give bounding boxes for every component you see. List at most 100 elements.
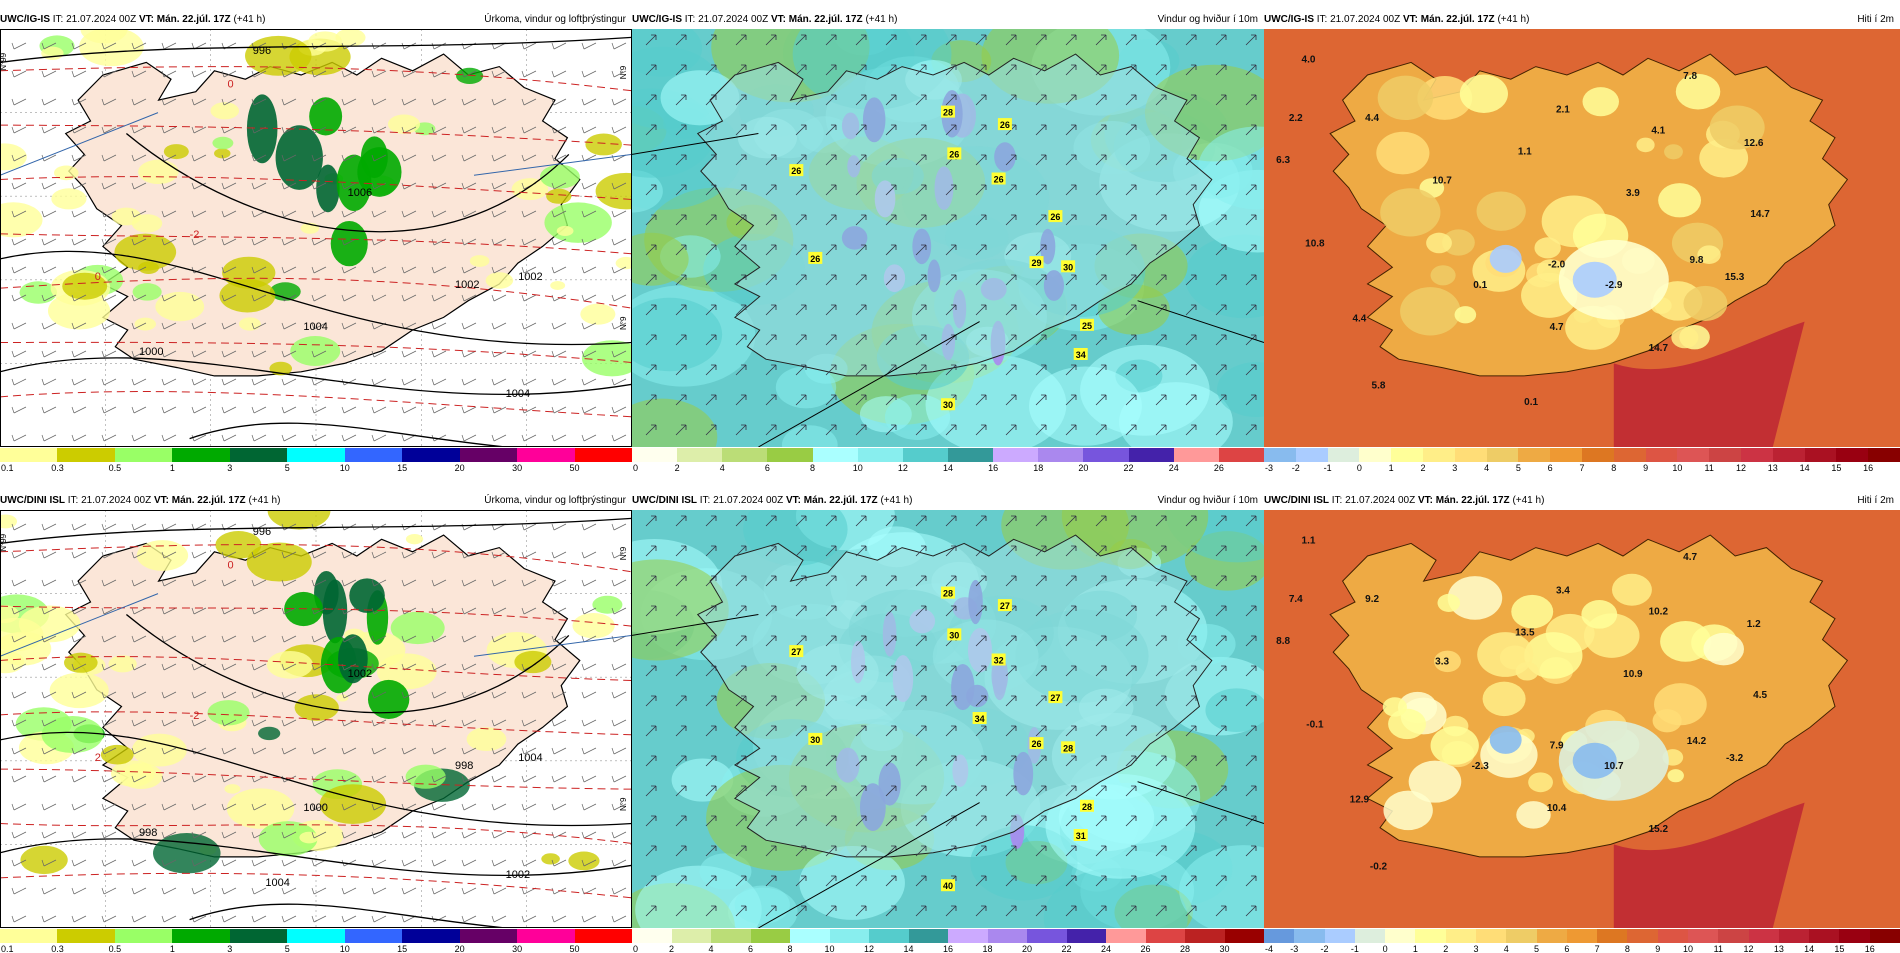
gust-value: 28 (943, 108, 953, 118)
gust-value: 32 (994, 656, 1004, 666)
model-name: UWC/IG-IS (632, 14, 682, 25)
isobar-line (189, 903, 506, 928)
color-scale-swatch (1083, 448, 1129, 462)
gust-label: 30 (941, 398, 955, 411)
color-scale-tick: -1 (1323, 463, 1332, 472)
gust-value: 29 (1031, 258, 1041, 268)
isobar-line (0, 36, 632, 64)
temperature-value: 12.9 (1350, 795, 1370, 806)
color-scale-tick: -2 (1320, 944, 1329, 953)
color-scale-swatch (1597, 929, 1628, 943)
color-scale-swatch (1518, 448, 1551, 462)
color-scale-tick: 10 (824, 944, 835, 953)
temperature-isolines (0, 544, 632, 899)
color-scale-tick: 30 (512, 944, 523, 953)
gust-label: 26 (1048, 210, 1063, 223)
gust-value: 26 (1050, 212, 1060, 222)
color-scale-swatch (1778, 929, 1810, 943)
temperature-value: 4.0 (1302, 54, 1316, 65)
init-time-label: IT: (684, 14, 696, 25)
temperature-isoline-label: -2 (190, 710, 200, 722)
color-scale-swatch (908, 929, 948, 943)
forecast-map: 996 998 998 1000 1002 1004 1002 1004 0 -2 2 N°9 N°9 N… (0, 510, 632, 928)
gust-label: 26 (997, 118, 1012, 131)
color-scale-swatch (1385, 929, 1416, 943)
temperature-value: 10.2 (1649, 607, 1669, 618)
forecast-map: 26 28 26 26 26 26 26 29 30 25 34 30 (632, 29, 1264, 447)
color-scale-tick: 7 (1579, 463, 1585, 472)
init-time-label: IT: (699, 495, 711, 506)
temperature-value: 7.4 (1289, 594, 1303, 605)
color-scale-tick: 4 (708, 944, 714, 953)
isobar-label: 996 (253, 45, 271, 57)
panel-header: UWC/IG-IS IT: 21.07.2024 00Z VT: Mán. 22… (1264, 12, 1900, 28)
temperature-value: -2.9 (1605, 280, 1623, 291)
color-scale-swatch (1550, 448, 1582, 462)
temperature-value: 12.6 (1744, 138, 1764, 149)
temperature-value: -2.3 (1472, 761, 1490, 772)
gust-label: 30 (808, 732, 823, 745)
temperature-value: 2.2 (1289, 113, 1303, 124)
color-scale-swatch (632, 448, 678, 462)
color-scale-swatch (1613, 448, 1646, 462)
color-scale-tick: 18 (1033, 463, 1044, 472)
color-scale-tick: -4 (1265, 944, 1274, 953)
color-scale-tick: 20 (454, 463, 465, 472)
gust-value: 26 (1031, 739, 1041, 749)
color-scale-tick: 1 (169, 944, 175, 953)
init-time: 21.07.2024 00Z (698, 14, 769, 25)
color-scale-swatch (1740, 448, 1773, 462)
color-scale-tick: 2 (1443, 944, 1449, 953)
region-boundaries (632, 614, 1264, 928)
color-scale-swatch (1566, 929, 1598, 943)
color-scale-tick: 4 (1503, 944, 1509, 953)
color-scale-tick: 16 (1863, 463, 1874, 472)
temperature-value: 8.8 (1276, 636, 1290, 647)
gust-label: 28 (941, 105, 955, 118)
region-boundaries (632, 133, 1264, 447)
gust-value: 30 (1063, 262, 1073, 272)
color-scale-tick: 8 (1611, 463, 1617, 472)
gust-value: 30 (810, 735, 820, 745)
model-name: UWC/IG-IS (0, 14, 50, 25)
color-scale-swatch (287, 448, 345, 462)
temperature-value: 10.8 (1305, 238, 1325, 249)
color-scale-tick: 1 (1388, 463, 1394, 472)
gust-label: 26 (1029, 737, 1044, 750)
color-scale-tick: 16 (988, 463, 999, 472)
color-scale-swatch (677, 448, 723, 462)
color-scale-swatch (1324, 929, 1355, 943)
color-scale-swatch (1294, 929, 1325, 943)
temperature-value: 7.8 (1683, 71, 1697, 82)
valid-time: Mán. 22.júl. 17Z (788, 14, 863, 25)
panel-title: Hiti í 2m (1857, 14, 1894, 25)
init-time: 21.07.2024 00Z (713, 495, 784, 506)
color-scale-tick: 10 (339, 944, 350, 953)
color-scale-swatch (459, 448, 518, 462)
color-scale-swatch (1128, 448, 1174, 462)
gust-value: 34 (1076, 350, 1086, 360)
temperature-value: 4.4 (1365, 113, 1379, 124)
color-scale-swatch (517, 929, 575, 943)
latitude-label: N°9 (619, 65, 628, 79)
temperature-isoline-label: -2 (190, 229, 200, 241)
panel-header: UWC/DINI ISL IT: 21.07.2024 00Z VT: Mán.… (1264, 493, 1900, 509)
color-scale-swatch (0, 929, 58, 943)
color-scale-swatch (1475, 929, 1507, 943)
color-scale-tick: 16 (942, 944, 954, 953)
forecast-panel-wind: UWC/IG-IS IT: 21.07.2024 00Z VT: Mán. 22… (632, 12, 1264, 472)
color-scale-tick: 28 (1179, 944, 1191, 953)
color-scale-tick: -1 (1350, 944, 1359, 953)
color-scale-swatch (57, 929, 115, 943)
color-scale-swatch (671, 929, 711, 943)
color-scale-ticks: -4 -3 -2 -1 0 1 2 3 4 5 6 7 8 9 10 11 12 13 14 15 16 (1264, 944, 1900, 953)
color-scale-tick: 16 (1864, 944, 1875, 953)
color-scale-tick: 0.1 (1, 463, 14, 472)
isobar-label: 1002 (518, 271, 542, 283)
init-time: 21.07.2024 00Z (81, 495, 152, 506)
color-scale-tick: 26 (1213, 463, 1224, 472)
lead-time: (+41 h) (1497, 14, 1530, 25)
color-scale-tick: 0 (1356, 463, 1362, 472)
temperature-value: -3.2 (1726, 753, 1744, 764)
color-scale-swatch (869, 929, 909, 943)
